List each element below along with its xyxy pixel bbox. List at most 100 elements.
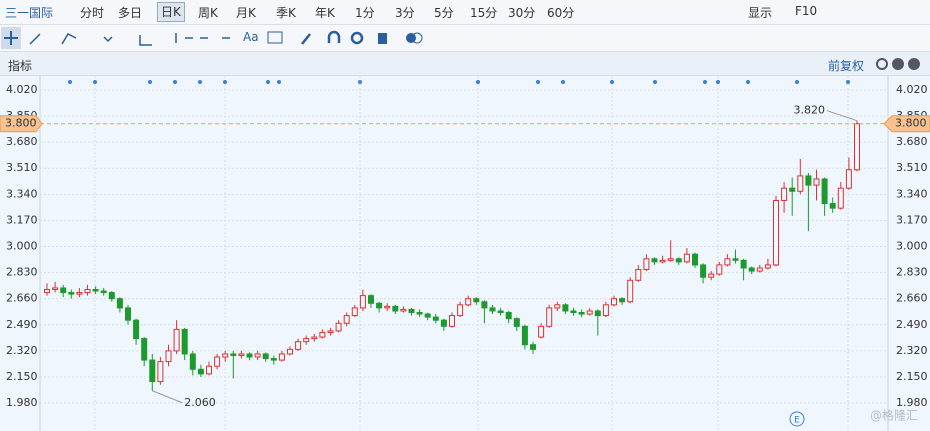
y-tick-label-left: 3.000 (6, 240, 38, 253)
candle-body (748, 267, 755, 272)
period-tab[interactable]: 年K (315, 6, 335, 20)
period-tab[interactable]: 月K (236, 6, 256, 20)
candle-body (854, 123, 860, 171)
candle-body (594, 310, 601, 317)
eye-icon[interactable] (350, 31, 364, 45)
period-tab[interactable]: 周K (198, 6, 218, 20)
period-tab[interactable]: 30分 (508, 6, 536, 20)
candle-body (206, 365, 212, 375)
adjust-label[interactable]: 前复权 (828, 59, 865, 73)
candle-body (700, 264, 707, 278)
last-price-label-left: 3.800 (5, 117, 37, 130)
candle-body (368, 295, 374, 304)
watermark: @格隆汇 (870, 408, 918, 423)
zoom-in-icon[interactable] (892, 58, 904, 70)
toolbar-button[interactable]: 显示 (748, 6, 773, 20)
magnet-icon[interactable] (301, 30, 341, 45)
event-marker[interactable]: E (794, 416, 800, 426)
candle-body (76, 292, 83, 295)
candle-body (222, 353, 229, 358)
candle-body (189, 353, 196, 370)
period-tab[interactable]: 分时 (80, 6, 105, 20)
comment-icon[interactable] (267, 31, 283, 44)
candle-body (319, 331, 326, 338)
candle-body (489, 307, 496, 312)
y-tick-label-left: 2.150 (6, 370, 38, 383)
candle-body (440, 319, 447, 327)
candle-body (133, 319, 140, 340)
candle-body (619, 298, 626, 303)
candle-body (303, 338, 310, 343)
y-tick-label-right: 3.680 (896, 135, 928, 148)
high-label: 3.820 (794, 104, 826, 117)
candle-body (141, 338, 148, 361)
font-button[interactable]: Aa (243, 30, 259, 44)
toolbar-icons (1, 27, 423, 49)
period-tab[interactable]: 3分 (395, 6, 415, 20)
y-tick-label-right: 2.320 (896, 344, 928, 357)
y-tick-label-left: 2.660 (6, 292, 38, 305)
candle-body (84, 288, 91, 294)
candle-body (497, 310, 504, 314)
y-tick-label-right: 2.490 (896, 318, 928, 331)
candle-body (165, 350, 172, 363)
candle-body (530, 344, 536, 350)
candle-body (60, 287, 67, 294)
candle-body (845, 169, 852, 189)
candle-body (278, 353, 285, 361)
candle-body (724, 258, 731, 266)
period-tab[interactable]: 5分 (434, 6, 454, 20)
toggle-icon[interactable] (406, 33, 416, 43)
period-tab[interactable]: 三一国际 (5, 6, 54, 20)
y-tick-label-right: 3.000 (896, 240, 928, 253)
low-label: 2.060 (184, 396, 216, 409)
candle-body (562, 304, 569, 312)
toolbar-button[interactable]: F10 (795, 4, 818, 18)
candle-body (837, 187, 844, 209)
candle-body (716, 264, 723, 275)
candle-body (465, 298, 472, 306)
candle-body (214, 356, 221, 367)
candle-body (295, 341, 302, 350)
candle-body (351, 307, 358, 317)
y-tick-label-left: 2.490 (6, 318, 38, 331)
reset-icon[interactable] (876, 58, 888, 70)
move-icon[interactable] (4, 31, 18, 45)
candle-body (586, 310, 593, 315)
period-separators (94, 76, 849, 431)
period-tab[interactable]: 日K (157, 2, 185, 22)
candle-body (829, 203, 836, 209)
y-tick-label-left: 3.170 (6, 213, 38, 226)
period-tab[interactable]: 1分 (355, 6, 375, 20)
period-tab[interactable]: 60分 (547, 6, 575, 20)
trash-icon[interactable] (378, 33, 387, 44)
y-tick-label-left: 3.510 (6, 161, 38, 174)
tool-icons[interactable] (103, 33, 230, 46)
candle-body (805, 175, 812, 186)
candle-body (578, 312, 585, 315)
period-tab[interactable]: 15分 (470, 6, 498, 20)
candle-body (732, 258, 739, 261)
candle-body (311, 336, 318, 340)
event-marker-circle[interactable] (789, 411, 805, 427)
candle-body (781, 187, 788, 201)
period-tab[interactable]: 多日 (118, 6, 143, 20)
candle-body (424, 313, 431, 318)
line-icons[interactable] (29, 33, 77, 45)
candle-body (125, 307, 131, 321)
toggle-icon-2[interactable] (411, 32, 423, 44)
high-leader (826, 110, 858, 122)
indicator-label[interactable]: 指标 (8, 59, 33, 73)
candle-body (764, 264, 771, 269)
indicator-icons (876, 58, 920, 70)
event-dots (68, 80, 850, 84)
candle-body (797, 175, 804, 192)
candle-body (457, 304, 464, 317)
candle-body (773, 199, 779, 266)
period-tab[interactable]: 季K (276, 6, 296, 20)
candle-body (651, 258, 658, 263)
low-leader (152, 390, 183, 404)
zoom-out-icon[interactable] (908, 58, 920, 70)
candle-body (675, 258, 682, 263)
period-toolbar: 三一国际 分时 多日 日K 周K 月K 季K 年K 1分 3分 5分 15分 30分 60分 显示 F10 (0, 0, 930, 25)
